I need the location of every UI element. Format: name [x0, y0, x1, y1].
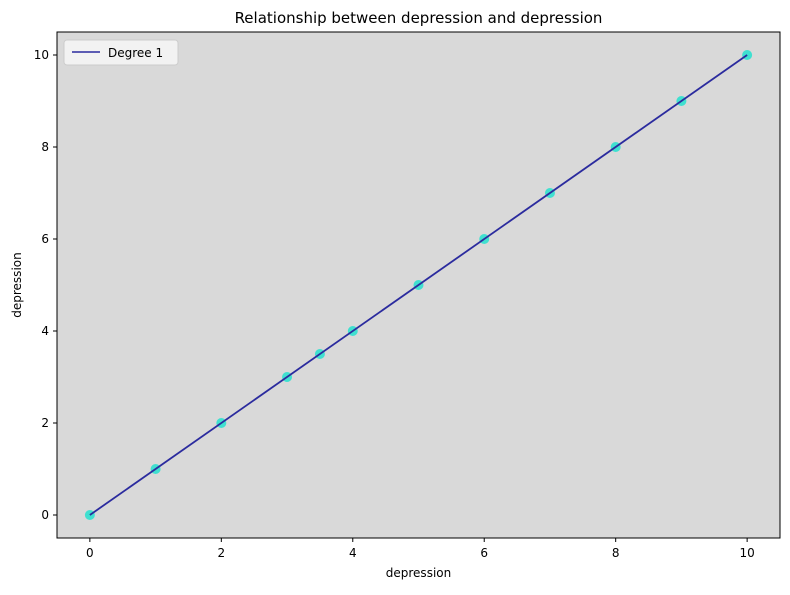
x-tick-label: 2	[217, 546, 225, 560]
chart-title: Relationship between depression and depr…	[235, 9, 603, 27]
legend-label: Degree 1	[108, 46, 163, 60]
y-tick-label: 2	[41, 416, 49, 430]
y-tick-label: 6	[41, 232, 49, 246]
x-tick-label: 8	[612, 546, 620, 560]
y-tick-label: 0	[41, 508, 49, 522]
x-tick-label: 10	[739, 546, 754, 560]
x-tick-label: 4	[349, 546, 357, 560]
x-axis-ticks: 0 2 4 6 8 10	[86, 538, 755, 560]
y-tick-label: 8	[41, 140, 49, 154]
y-tick-label: 10	[34, 48, 49, 62]
x-axis-label: depression	[386, 566, 451, 580]
y-tick-label: 4	[41, 324, 49, 338]
legend-box	[63, 39, 179, 66]
plot-marks	[84, 50, 753, 520]
y-axis-ticks: 0 2 4 6 8 10	[34, 48, 57, 522]
fit-line	[89, 54, 748, 516]
legend: Degree 1	[63, 39, 179, 66]
x-tick-label: 0	[86, 546, 94, 560]
x-tick-label: 6	[480, 546, 488, 560]
y-axis-label: depression	[10, 252, 24, 317]
